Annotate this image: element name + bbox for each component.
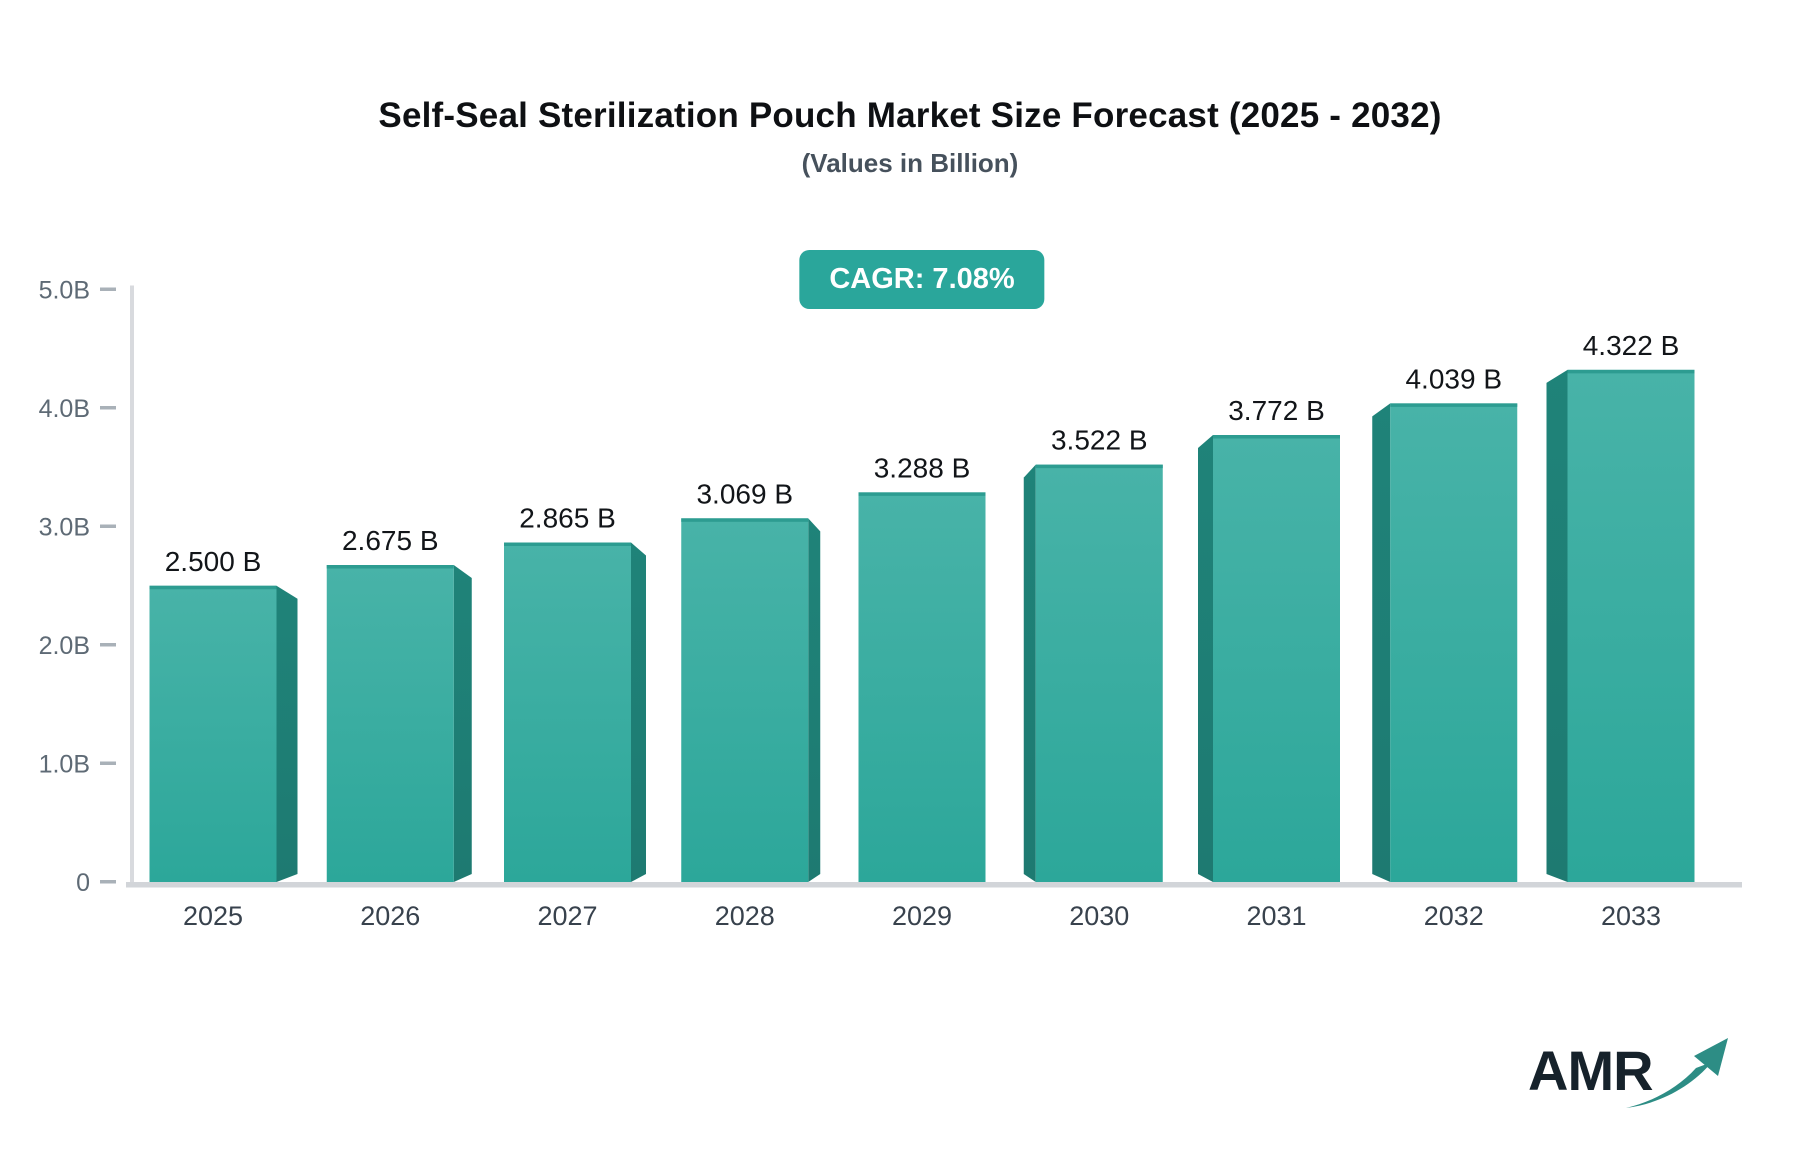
y-axis-tick [100,406,116,410]
bar-2026 [326,565,472,882]
page-title: Self-Seal Sterilization Pouch Market Siz… [378,96,1442,135]
bar-front [1213,435,1340,882]
bar-top-edge [1390,403,1518,407]
bar-front [326,565,454,882]
bar-top-edge [326,565,454,569]
bar-value-label: 3.522 B [1051,425,1148,456]
bar-front [1567,369,1695,882]
y-axis-tick [100,880,116,884]
bar-value-label: 3.772 B [1228,395,1325,426]
bar-side [808,518,821,882]
bar-side [631,542,646,882]
bar-side [453,565,472,882]
page-subtitle: (Values in Billion) [801,148,1019,178]
x-axis-line [126,882,1742,888]
bar-front [858,492,986,882]
x-axis-label: 2032 [1424,901,1484,931]
x-axis-label: 2030 [1069,901,1129,931]
bar-top-edge [1213,435,1340,439]
y-axis-label: 3.0B [39,514,90,542]
amr-logo-arrow-icon [1626,1038,1728,1108]
bar-value-label: 2.500 B [165,546,262,577]
x-axis-label: 2028 [715,901,775,931]
bar-top-edge [1567,369,1695,374]
bar-side [1198,435,1213,882]
bar-2025 [149,585,298,882]
y-axis-label: 2.0B [39,632,90,660]
bar-2033 [1546,369,1695,882]
bar-2031 [1198,435,1340,882]
bar-value-label: 2.865 B [519,502,616,533]
amr-logo-text: AMR [1528,1039,1654,1102]
bar-side [1546,369,1568,882]
bar-top-edge [1035,464,1163,469]
cagr-badge: CAGR: 7.08% [799,250,1045,309]
y-axis-label: 4.0B [39,395,90,423]
y-axis-label: 1.0B [39,751,90,779]
bar-front [681,518,809,882]
bar-front [1035,464,1163,882]
bar-top-edge [858,492,986,496]
y-axis-label: 0 [76,869,90,897]
x-axis-label: 2027 [537,901,597,931]
x-axis-label: 2025 [183,901,243,931]
y-axis-label: 5.0B [39,277,90,305]
bar-top-edge [504,542,631,546]
y-axis-tick [100,287,116,291]
bar-value-label: 4.322 B [1583,330,1680,361]
x-axis-label: 2026 [360,901,420,931]
bar-value-label: 3.288 B [874,452,971,483]
x-axis-label: 2031 [1246,901,1306,931]
bar-front [149,585,277,882]
bar-2029 [858,492,986,882]
bar-front [504,542,631,882]
bar-2028 [681,518,821,882]
bar-side [276,585,298,882]
bar-2030 [1023,464,1163,882]
y-axis-line [130,285,134,884]
bar-2027 [504,542,646,882]
bar-value-label: 3.069 B [696,478,793,509]
x-axis-label: 2033 [1601,901,1661,931]
y-axis-tick [100,643,116,647]
y-axis-tick [100,524,116,528]
bar-front [1390,403,1518,882]
y-axis-tick [100,761,116,765]
bar-top-edge [149,585,277,590]
amr-logo: AMR [1528,1030,1728,1120]
bar-2032 [1372,403,1518,882]
bar-value-label: 4.039 B [1405,363,1502,394]
bar-side [1023,464,1036,882]
bar-value-label: 2.675 B [342,525,439,556]
bar-top-edge [681,518,809,522]
x-axis-label: 2029 [892,901,952,931]
bar-side [1372,403,1391,882]
